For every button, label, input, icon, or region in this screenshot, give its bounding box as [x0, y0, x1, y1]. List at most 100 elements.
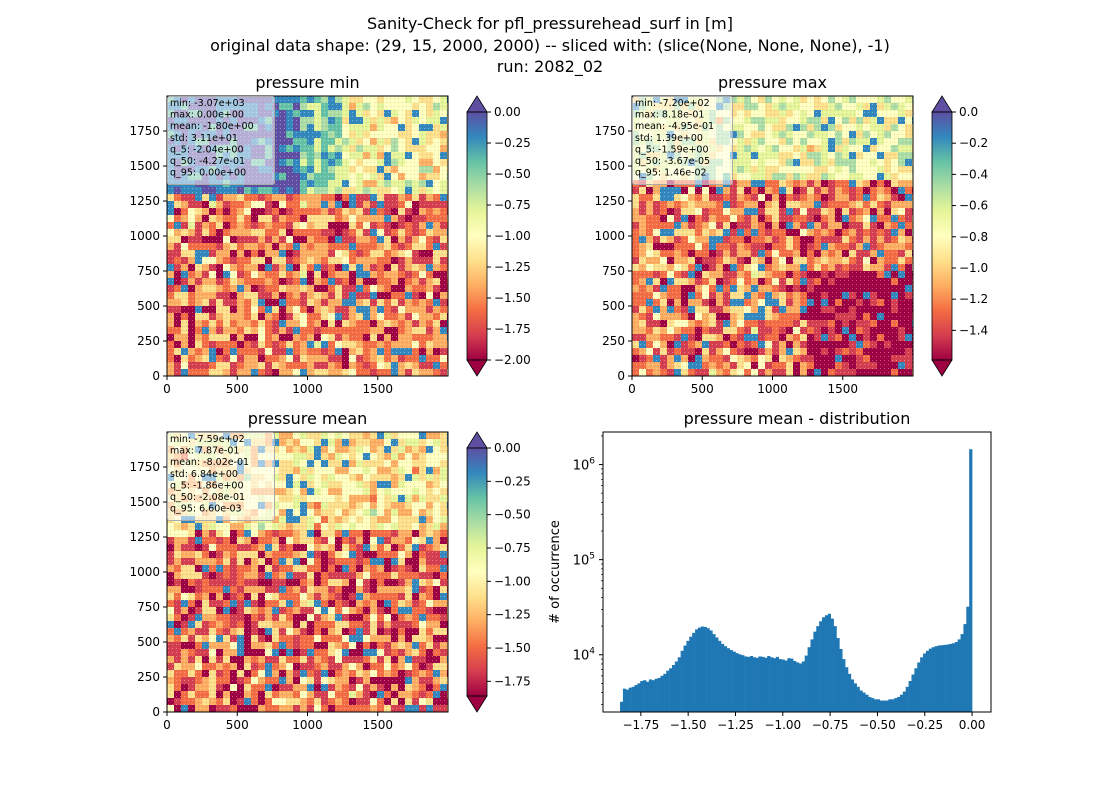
histogram-bar: [908, 680, 912, 712]
histogram-bar: [865, 694, 869, 712]
colorbar-body: [467, 448, 487, 696]
histogram-bar: [625, 689, 629, 712]
figure-title-line-3: run: 2082_02: [497, 57, 603, 77]
histogram-bar: [923, 653, 927, 712]
histogram-bar: [969, 449, 973, 712]
histogram-bar: [715, 637, 719, 712]
x-tick-label: 1500: [362, 718, 393, 732]
x-tick-label: 1000: [757, 382, 788, 396]
histogram-title: pressure mean - distribution: [684, 409, 911, 428]
stats-line: mean: -1.80e+00: [170, 121, 254, 132]
colorbar-extend-top: [466, 431, 488, 449]
y-tick-label: 750: [137, 264, 160, 278]
histogram-bar: [845, 667, 849, 712]
histogram-bar: [692, 632, 696, 712]
histogram-bar: [931, 647, 935, 712]
y-tick-label: 1000: [129, 565, 160, 579]
histogram-bar: [755, 657, 759, 712]
histogram-bar: [824, 615, 829, 712]
histogram-bar: [796, 662, 800, 712]
histogram-bar: [669, 668, 673, 712]
x-tick-label: 1500: [827, 382, 858, 396]
histogram-bar: [746, 656, 751, 712]
histogram-bar: [770, 657, 774, 712]
heatmap-title: pressure min: [255, 73, 359, 92]
colorbar-tick-label: −1.50: [494, 291, 531, 305]
histogram-bar: [888, 699, 892, 712]
x-tick-label: 0: [628, 382, 636, 396]
histogram-bar: [671, 665, 676, 712]
histogram-bar: [899, 694, 904, 712]
histogram-bar: [876, 699, 881, 712]
colorbar-body: [932, 112, 952, 360]
y-tick-label: 1500: [594, 159, 625, 173]
histogram-bar: [657, 677, 661, 712]
x-tick-label: 1000: [292, 382, 323, 396]
histogram-bar: [726, 648, 730, 712]
colorbar-extend-top: [466, 95, 488, 113]
x-tick-label: −1.75: [622, 718, 659, 732]
y-tick-label: 104: [573, 647, 596, 664]
histogram-bar: [853, 683, 857, 712]
histogram-bar: [816, 626, 820, 712]
heatmap-panel-pressure-mean: pressure mean 0 500 1000 1500 0 250 500 750 1000 1…: [129, 409, 530, 732]
colorbar-tick-label: −0.75: [494, 198, 531, 212]
stats-line: q_95: 6.60e-03: [170, 504, 242, 515]
x-tick-label: 0.00: [959, 718, 986, 732]
histogram-bar: [628, 687, 632, 712]
stats-line: std: 6.84e+00: [170, 469, 238, 480]
stats-box: [167, 96, 275, 185]
x-tick-label: 500: [226, 718, 249, 732]
x-tick-label: 500: [691, 382, 714, 396]
histogram-bar: [721, 643, 725, 712]
histogram-bar: [948, 643, 953, 712]
x-tick-label: 0: [163, 718, 171, 732]
histogram-bar: [781, 659, 785, 712]
histogram-bar: [934, 646, 938, 712]
stats-line: min: -7.59e+02: [170, 434, 245, 445]
histogram-panel-pressure-mean-distribution: pressure mean - distribution −1.75 −1.50 −1…: [548, 409, 992, 732]
histogram-bar: [807, 647, 811, 712]
histogram-bar: [911, 674, 915, 712]
histogram-bar: [784, 660, 788, 712]
x-tick-label: 1500: [362, 382, 393, 396]
colorbar-tick-label: 0.00: [494, 105, 521, 119]
x-tick-label: −1.00: [764, 718, 801, 732]
colorbar-extend-bottom: [466, 695, 488, 713]
figure-title-line-2: original data shape: (29, 15, 2000, 2000…: [210, 36, 890, 55]
histogram-bar: [735, 653, 739, 712]
histogram-bar: [703, 626, 707, 712]
histogram-bar: [897, 696, 901, 712]
histogram-bar: [925, 650, 930, 712]
histogram-bar: [966, 606, 970, 712]
y-tick-label: 500: [137, 635, 160, 649]
histogram-bar: [741, 655, 745, 712]
histogram-bar: [648, 679, 653, 712]
histogram-bar: [622, 688, 627, 712]
colorbar-tick-label: −0.4: [959, 167, 988, 181]
histogram-bar: [847, 673, 852, 712]
histogram-bar: [666, 670, 670, 712]
y-tick-label: 750: [137, 600, 160, 614]
colorbar-tick-label: −1.2: [959, 292, 988, 306]
histogram-bar: [723, 646, 728, 712]
y-tick-label: 1750: [594, 124, 625, 138]
y-tick-label: 1000: [594, 229, 625, 243]
histogram-bar: [761, 656, 765, 712]
histogram-bar: [850, 679, 855, 712]
histogram-bar: [631, 686, 635, 712]
y-tick-label: 250: [137, 670, 160, 684]
histogram-bar: [674, 661, 679, 712]
histogram-bar: [732, 651, 736, 712]
colorbar-tick-label: −1.50: [494, 641, 531, 655]
histogram-bar: [879, 700, 883, 712]
y-tick-label: 0: [152, 705, 160, 719]
y-tick-label: 1500: [129, 495, 160, 509]
histogram-bar: [654, 678, 658, 712]
y-tick-label: 500: [602, 299, 625, 313]
y-axis-label: # of occurrence: [548, 520, 563, 624]
histogram-bar: [640, 680, 644, 712]
histogram-bar: [902, 691, 907, 712]
histogram-bar: [697, 627, 702, 712]
